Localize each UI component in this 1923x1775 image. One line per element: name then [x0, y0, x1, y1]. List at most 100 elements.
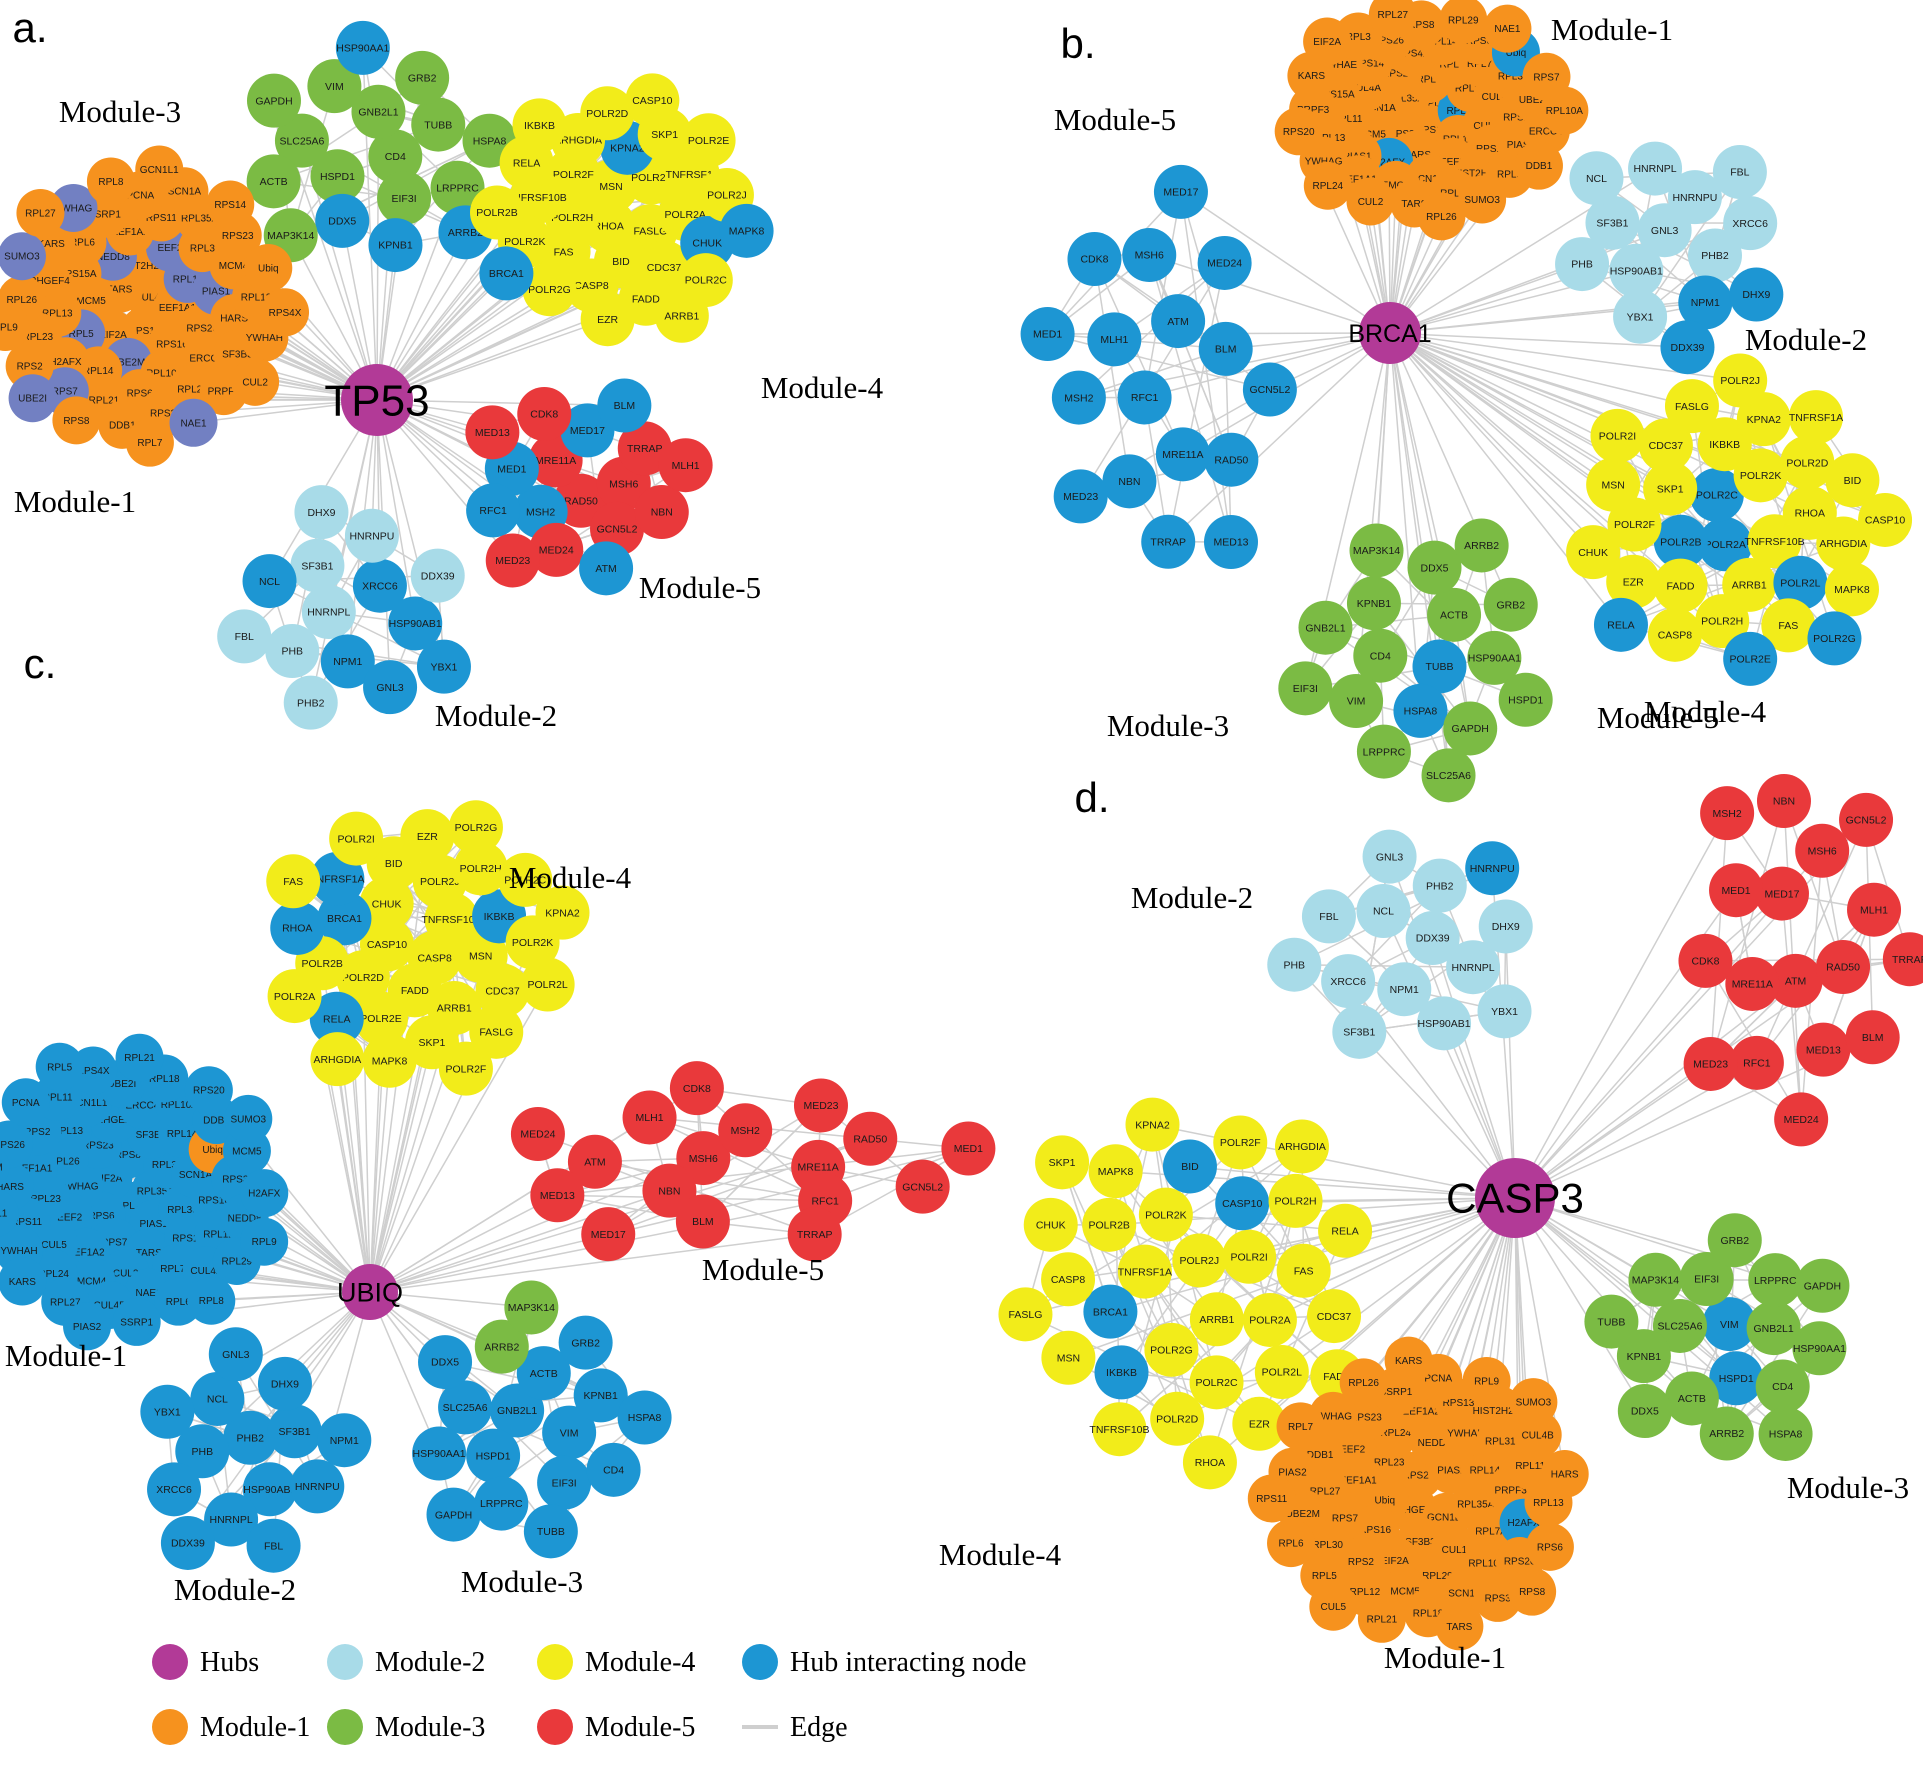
node-med24[interactable]: MED24 — [1197, 235, 1252, 290]
node-circle[interactable] — [1617, 1384, 1672, 1439]
node-blm[interactable]: BLM — [1198, 321, 1253, 376]
node-circle[interactable] — [140, 1384, 195, 1439]
node-polr2j[interactable]: POLR2J — [1172, 1233, 1227, 1288]
node-ybx1[interactable]: YBX1 — [140, 1384, 195, 1439]
node-circle[interactable] — [416, 639, 471, 694]
node-circle[interactable] — [1393, 683, 1448, 738]
node-mre11a[interactable]: MRE11A — [1155, 427, 1210, 482]
node-circle[interactable] — [941, 1121, 996, 1176]
node-circle[interactable] — [1102, 454, 1157, 509]
node-circle[interactable] — [479, 246, 534, 301]
node-rps20[interactable]: RPS20 — [1274, 107, 1323, 156]
node-polr2j[interactable]: POLR2J — [1713, 353, 1768, 408]
node-circle[interactable] — [1540, 1449, 1589, 1498]
node-circle[interactable] — [617, 1390, 672, 1445]
node-eif3i[interactable]: EIF3I — [1278, 661, 1333, 716]
node-ddx39[interactable]: DDX39 — [1660, 320, 1715, 375]
node-polr2g[interactable]: POLR2G — [448, 800, 503, 855]
node-rps4x[interactable]: RPS4X — [261, 288, 310, 337]
node-arhgdia[interactable]: ARHGDIA — [1274, 1119, 1329, 1174]
node-circle[interactable] — [1141, 514, 1196, 569]
node-circle[interactable] — [240, 1169, 289, 1218]
node-circle[interactable] — [190, 1371, 245, 1426]
hub-node-tp53[interactable]: TP53 — [324, 364, 430, 436]
node-circle[interactable] — [208, 1327, 263, 1382]
node-phb2[interactable]: PHB2 — [1687, 228, 1742, 283]
node-tubb[interactable]: TUBB — [1584, 1294, 1639, 1349]
node-tubb[interactable]: TUBB — [1412, 639, 1467, 694]
node-cdc37[interactable]: CDC37 — [475, 963, 530, 1018]
node-rps6[interactable]: RPS6 — [1525, 1522, 1574, 1571]
node-circle[interactable] — [1267, 1519, 1316, 1568]
node-circle[interactable] — [354, 991, 409, 1046]
node-xrcc6[interactable]: XRCC6 — [1723, 196, 1778, 251]
node-grb2[interactable]: GRB2 — [1707, 1213, 1762, 1268]
node-circle[interactable] — [1094, 1345, 1149, 1400]
node-eif3i[interactable]: EIF3I — [1679, 1252, 1734, 1307]
node-gcn5l2[interactable]: GCN5L2 — [1839, 792, 1894, 847]
node-kars[interactable]: KARS — [1384, 1336, 1433, 1385]
node-circle[interactable] — [1138, 1187, 1193, 1242]
node-dhx9[interactable]: DHX9 — [257, 1356, 312, 1411]
node-circle[interactable] — [1525, 1522, 1574, 1571]
node-ddx39[interactable]: DDX39 — [160, 1515, 215, 1570]
node-circle[interactable] — [1182, 1435, 1237, 1490]
node-circle[interactable] — [580, 86, 635, 141]
node-hsp90ab1[interactable]: HSP90AB1 — [242, 1462, 297, 1517]
node-polr2e[interactable]: POLR2E — [354, 991, 409, 1046]
node-circle[interactable] — [1276, 1243, 1331, 1298]
node-polr2i[interactable]: POLR2I — [1590, 408, 1645, 463]
node-circle[interactable] — [290, 1459, 345, 1514]
node-actb[interactable]: ACTB — [516, 1346, 571, 1401]
node-eif3i[interactable]: EIF3I — [377, 171, 432, 226]
node-cd4[interactable]: CD4 — [586, 1442, 641, 1497]
node-circle[interactable] — [1458, 175, 1507, 224]
node-circle[interactable] — [411, 97, 466, 152]
node-circle[interactable] — [573, 1368, 628, 1423]
node-fbl[interactable]: FBL — [246, 1518, 301, 1573]
node-circle[interactable] — [1845, 1010, 1900, 1065]
node-trrap[interactable]: TRRAP — [1882, 932, 1923, 987]
node-circle[interactable] — [512, 98, 567, 153]
node-circle[interactable] — [1356, 884, 1411, 939]
node-polr2h[interactable]: POLR2H — [1268, 1173, 1323, 1228]
node-circle[interactable] — [1407, 540, 1462, 595]
node-hspd1[interactable]: HSPD1 — [466, 1428, 521, 1483]
node-arrb2[interactable]: ARRB2 — [1699, 1406, 1754, 1461]
node-circle[interactable] — [516, 1346, 571, 1401]
node-skp1[interactable]: SKP1 — [1643, 461, 1698, 516]
node-atm[interactable]: ATM — [1151, 294, 1206, 349]
node-circle[interactable] — [1377, 962, 1432, 1017]
node-arrb2[interactable]: ARRB2 — [474, 1319, 529, 1374]
node-tars[interactable]: TARS — [1435, 1602, 1484, 1651]
node-circle[interactable] — [542, 1405, 597, 1460]
node-circle[interactable] — [1652, 1298, 1707, 1353]
node-circle[interactable] — [1687, 228, 1742, 283]
node-actb[interactable]: ACTB — [246, 154, 301, 209]
node-polr2h[interactable]: POLR2H — [453, 841, 508, 896]
node-eif2a[interactable]: EIF2A — [1303, 17, 1352, 66]
node-circle[interactable] — [184, 1066, 233, 1115]
node-circle[interactable] — [377, 171, 432, 226]
node-circle[interactable] — [517, 386, 572, 441]
node-ezr[interactable]: EZR — [1606, 554, 1661, 609]
node-kpna2[interactable]: KPNA2 — [1736, 392, 1791, 447]
node-circle[interactable] — [290, 538, 345, 593]
node-circle[interactable] — [0, 1257, 47, 1306]
node-phb2[interactable]: PHB2 — [283, 675, 338, 730]
node-msh6[interactable]: MSH6 — [676, 1131, 731, 1186]
node-kpnb1[interactable]: KPNB1 — [1616, 1329, 1671, 1384]
node-rpl6[interactable]: RPL6 — [1267, 1519, 1316, 1568]
node-med23[interactable]: MED23 — [485, 533, 540, 588]
node-polr2k[interactable]: POLR2K — [1733, 448, 1788, 503]
node-phb[interactable]: PHB — [265, 624, 320, 679]
node-circle[interactable] — [490, 1383, 545, 1438]
node-circle[interactable] — [1242, 362, 1297, 417]
node-lrpprc[interactable]: LRPPRC — [474, 1476, 529, 1531]
node-phb[interactable]: PHB — [1555, 237, 1610, 292]
node-circle[interactable] — [787, 1207, 842, 1262]
node-rps11[interactable]: RPS11 — [1247, 1474, 1296, 1523]
node-circle[interactable] — [1593, 597, 1648, 652]
node-circle[interactable] — [1584, 1294, 1639, 1349]
node-circle[interactable] — [474, 1319, 529, 1374]
